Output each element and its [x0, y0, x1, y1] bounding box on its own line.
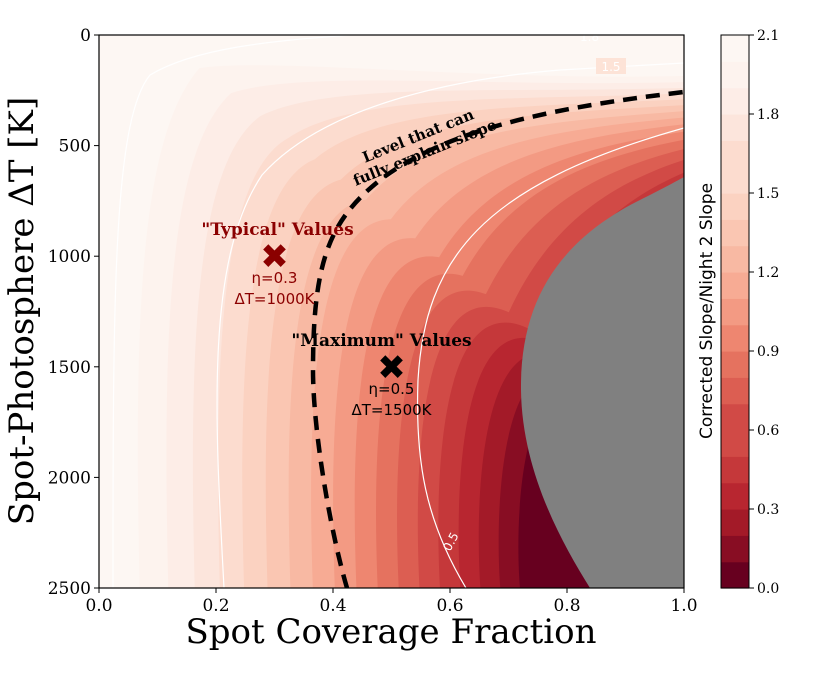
- y-tick-label: 2500: [48, 579, 91, 599]
- colorbar-band: [721, 482, 749, 510]
- x-tick-label: 1.0: [670, 596, 697, 616]
- contour-label-1p8: 1.8: [580, 30, 599, 44]
- colorbar-band: [721, 245, 749, 273]
- contour-label-1p5: 1.5: [601, 60, 620, 74]
- colorbar-tick-label: 1.5: [757, 186, 779, 202]
- colorbar-band: [721, 298, 749, 326]
- contour-labels: 1.5 1.8 0.5: [440, 30, 626, 553]
- typical-eta: η=0.3: [252, 269, 298, 287]
- colorbar-band: [721, 535, 749, 563]
- colorbar: [721, 35, 749, 589]
- colorbar-band: [721, 35, 749, 62]
- colorbar-band: [721, 377, 749, 405]
- colorbar-band: [721, 87, 749, 115]
- y-tick-label: 0: [80, 26, 91, 46]
- y-tick-label: 500: [59, 137, 91, 157]
- x-tick-label: 0.4: [319, 596, 346, 616]
- colorbar-band: [721, 219, 749, 247]
- colorbar-tick-label: 1.8: [757, 107, 779, 123]
- y-tick-label: 1500: [48, 358, 91, 378]
- colorbar-band: [721, 430, 749, 457]
- colorbar-tick-label: 0.6: [757, 423, 779, 439]
- x-tick-label: 0.2: [202, 596, 229, 616]
- x-tick-label: 0.8: [553, 596, 580, 616]
- colorbar-band: [721, 456, 749, 484]
- marker-maximum: "Maximum" Values ✖ η=0.5 ΔT=1500K: [291, 331, 471, 419]
- typical-marker: ✖: [260, 237, 289, 277]
- contour-line-1p5: [216, 62, 684, 588]
- x-axis: 0.0 0.2 0.4 0.6 0.8 1.0: [85, 588, 698, 616]
- colorbar-tick-label: 0.0: [757, 581, 779, 597]
- maximum-eta: η=0.5: [369, 380, 415, 398]
- marker-typical: "Typical" Values ✖ η=0.3 ΔT=1000K: [201, 220, 353, 308]
- threshold-curve: [310, 89, 684, 588]
- y-tick-label: 2000: [48, 468, 91, 488]
- colorbar-band: [721, 61, 749, 89]
- typical-dt: ΔT=1000K: [234, 290, 315, 308]
- contour-line-1p8: [112, 35, 351, 588]
- colorbar-tick-label: 2.1: [757, 28, 779, 44]
- colorbar-band: [721, 561, 749, 589]
- colorbar-band: [721, 351, 749, 378]
- x-tick-label: 0.0: [85, 596, 112, 616]
- colorbar-frame: [720, 34, 750, 589]
- colorbar-band: [721, 324, 749, 352]
- colorbar-band: [721, 403, 749, 431]
- colorbar-band: [721, 114, 749, 141]
- y-tick-label: 1000: [48, 247, 91, 267]
- contour-lines: [112, 35, 684, 588]
- colorbar-tick-label: 0.3: [757, 502, 779, 518]
- colorbar-tick-label: 0.9: [757, 344, 779, 360]
- x-tick-label: 0.6: [436, 596, 463, 616]
- colorbar-label: Corrected Slope/Night 2 Slope: [697, 183, 717, 439]
- x-axis-label: Spot Coverage Fraction: [185, 612, 596, 652]
- colorbar-tick-label: 1.2: [757, 265, 779, 281]
- contour-line-0p5: [416, 127, 684, 588]
- colorbar-band: [721, 166, 749, 194]
- colorbar-band: [721, 193, 749, 220]
- colorbar-ticks: 0.0 0.3 0.6 0.9 1.2 1.5 1.8 2.1: [749, 28, 779, 597]
- contour-fill: [99, 35, 684, 588]
- maximum-title: "Maximum" Values: [291, 331, 471, 351]
- undefined-region: [520, 177, 684, 588]
- colorbar-band: [721, 272, 749, 299]
- maximum-marker: ✖: [377, 348, 406, 388]
- maximum-dt: ΔT=1500K: [351, 401, 432, 419]
- typical-title: "Typical" Values: [201, 220, 353, 240]
- colorbar-band: [721, 140, 749, 168]
- y-axis-label: Spot-Photosphere ΔT [K]: [2, 97, 42, 525]
- y-axis: 0 500 1000 1500 2000 2500: [48, 26, 99, 599]
- colorbar-band: [721, 509, 749, 536]
- plot-frame: [98, 34, 685, 589]
